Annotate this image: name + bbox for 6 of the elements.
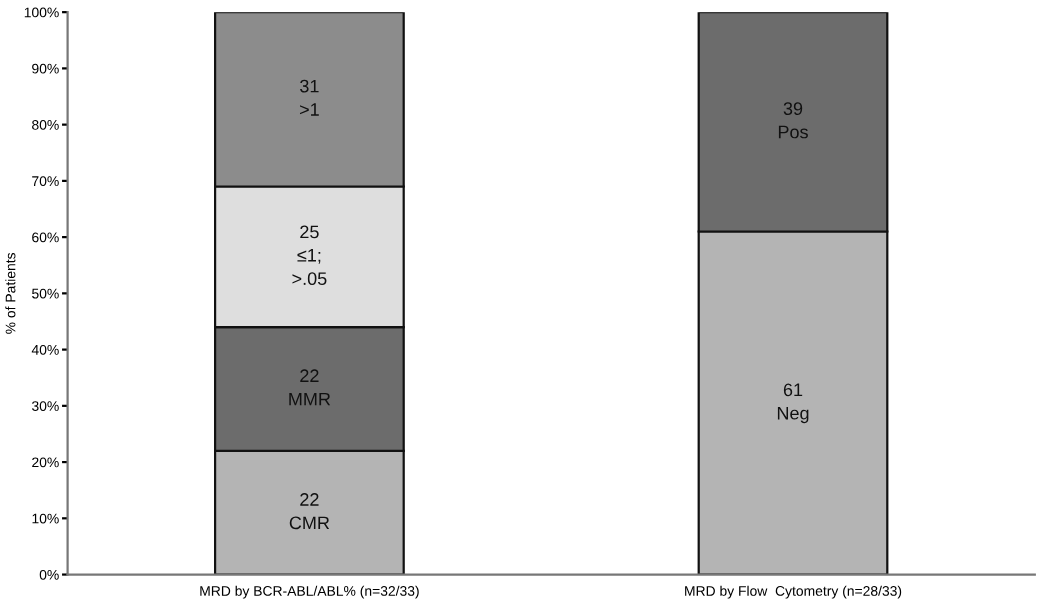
data-label: 31 >1 (300, 79, 319, 116)
data-label: 22 MMR (289, 369, 331, 406)
data-label: 25 ≤1; >.05 (292, 225, 327, 286)
data-label: 22 CMR (289, 493, 330, 530)
data-label: 39 Pos (778, 102, 808, 139)
data-label: 61 Neg (777, 383, 809, 424)
